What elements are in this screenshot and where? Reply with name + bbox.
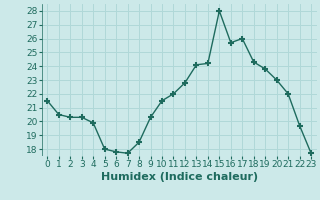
X-axis label: Humidex (Indice chaleur): Humidex (Indice chaleur) — [100, 172, 258, 182]
